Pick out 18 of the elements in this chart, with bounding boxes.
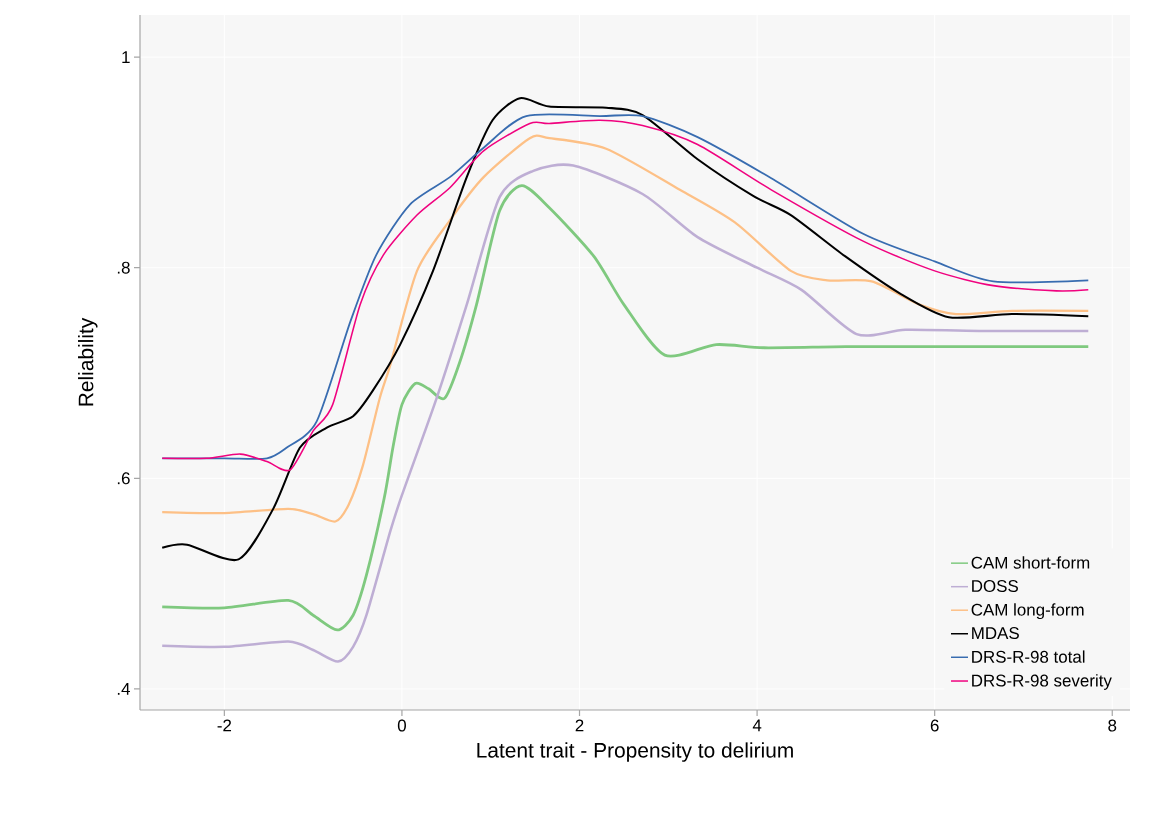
legend-label: DOSS [972, 580, 1018, 593]
x-tick-label: 4 [752, 719, 762, 732]
legend-label: CAM short-form [971, 556, 1090, 569]
y-tick-label: 1 [122, 51, 130, 63]
x-axis-title: Latent trait - Propensity to delirium [477, 742, 793, 762]
y-tick-label: .6 [117, 472, 130, 485]
legend-label: DRS-R-98 severity [972, 674, 1112, 690]
x-tick-label: 8 [1108, 719, 1117, 732]
x-tick-label: 6 [930, 719, 939, 732]
y-axis-title: Reliability [78, 317, 98, 406]
y-tick-label: .8 [117, 261, 130, 274]
x-tick-label: 0 [397, 719, 406, 732]
legend-label: CAM long-form [971, 603, 1084, 620]
x-tick-label: 2 [575, 719, 584, 732]
legend-label: DRS-R-98 total [972, 650, 1085, 663]
legend-label: MDAS [972, 627, 1019, 640]
x-tick-label: -2 [217, 719, 232, 732]
y-tick-label: .4 [117, 683, 130, 695]
